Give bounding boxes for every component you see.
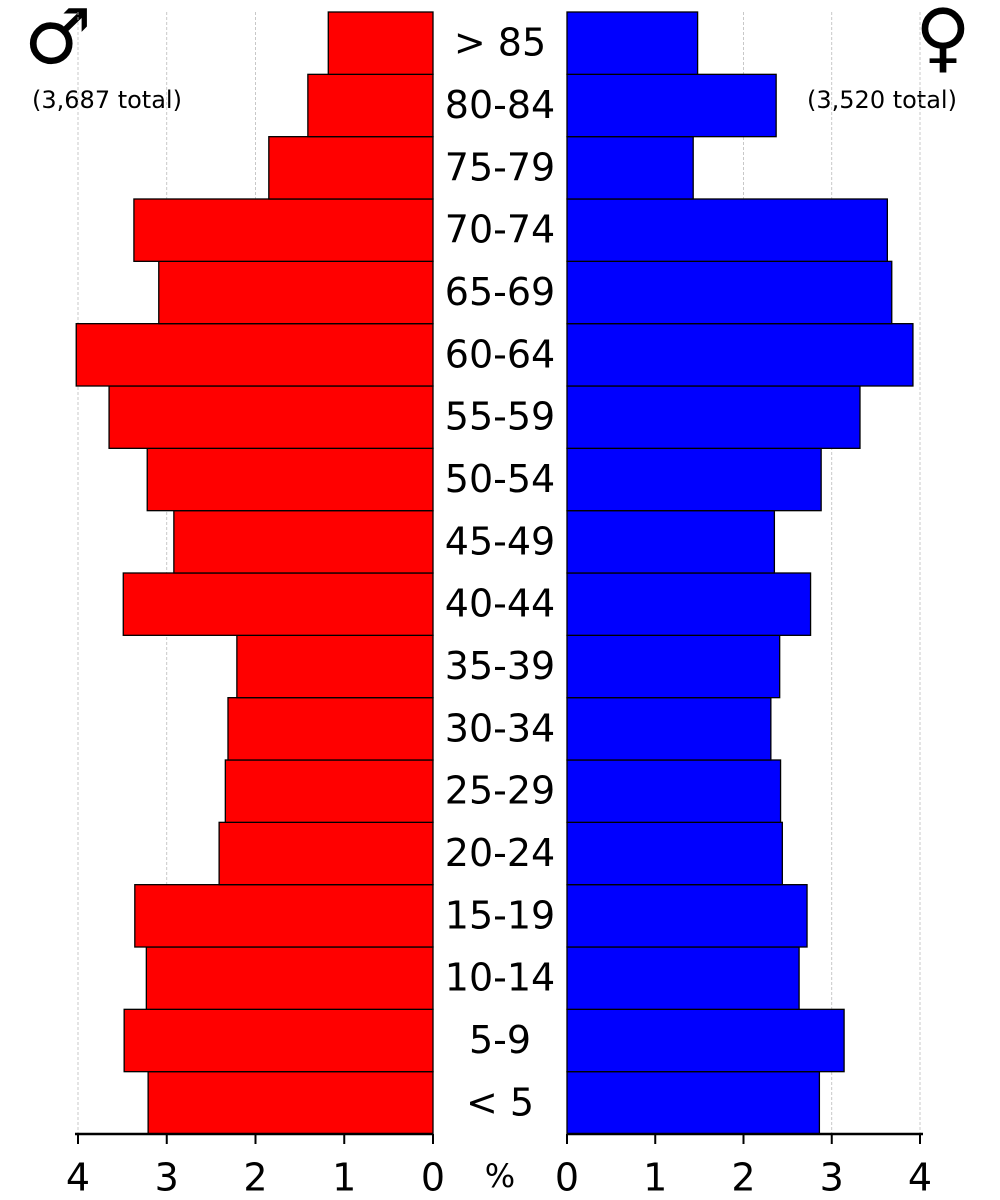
bar — [566, 510, 776, 574]
bar — [134, 884, 434, 948]
bar — [566, 73, 777, 138]
bar — [566, 385, 861, 449]
bar — [268, 136, 434, 200]
x-tick-label: 2 — [731, 1156, 755, 1200]
bar — [566, 634, 781, 699]
male-symbol: ♂ — [24, 0, 92, 81]
bar — [122, 572, 434, 636]
x-tick-label: 3 — [820, 1156, 844, 1200]
bar — [218, 821, 434, 886]
bar — [566, 697, 772, 761]
category-label: 55-59 — [445, 395, 555, 439]
x-tick-label: 1 — [643, 1156, 667, 1200]
bar — [566, 821, 783, 886]
category-label: 40-44 — [445, 582, 555, 626]
bar — [566, 572, 812, 636]
category-label: 45-49 — [445, 519, 555, 563]
x-tick-label: 3 — [155, 1156, 179, 1200]
category-label: 5-9 — [469, 1018, 531, 1062]
bar — [147, 1071, 434, 1135]
bar — [566, 447, 822, 512]
bar — [123, 1008, 434, 1073]
category-label: 15-19 — [445, 893, 555, 937]
category-label: 60-64 — [445, 332, 555, 376]
category-label: 10-14 — [445, 956, 555, 1000]
category-label: 50-54 — [445, 457, 555, 501]
category-label: 70-74 — [445, 208, 555, 252]
x-tick-label: 0 — [555, 1156, 579, 1200]
bar — [146, 447, 434, 512]
category-label: 25-29 — [445, 769, 555, 813]
bar — [566, 260, 893, 325]
category-label: 65-69 — [445, 270, 555, 314]
bar — [75, 323, 434, 387]
category-label: > 85 — [454, 21, 546, 65]
category-label: 35-39 — [445, 644, 555, 688]
bar — [566, 946, 800, 1010]
bar — [566, 759, 782, 823]
bar — [566, 136, 694, 200]
bar — [224, 759, 434, 823]
bar — [108, 385, 434, 449]
bar — [566, 198, 888, 262]
category-label: 30-34 — [445, 706, 555, 750]
category-label: 80-84 — [445, 83, 555, 127]
bar — [133, 198, 434, 262]
category-label: < 5 — [466, 1080, 534, 1124]
bar — [566, 323, 914, 387]
category-label: 20-24 — [445, 831, 555, 875]
x-axis-label: % — [485, 1157, 515, 1195]
x-tick-label: 2 — [243, 1156, 267, 1200]
bar — [327, 11, 434, 75]
bar — [236, 634, 434, 699]
bar — [566, 884, 808, 948]
male-total: (3,687 total) — [32, 86, 182, 114]
x-tick-label: 0 — [421, 1156, 445, 1200]
x-tick-label: 4 — [908, 1156, 932, 1200]
x-tick-label: 4 — [66, 1156, 90, 1200]
bar — [566, 1008, 845, 1073]
bar — [173, 510, 434, 574]
bar — [227, 697, 434, 761]
female-symbol: ♀ — [915, 0, 971, 81]
bar — [566, 11, 699, 75]
bar — [158, 260, 434, 325]
female-total: (3,520 total) — [807, 86, 957, 114]
bar — [307, 73, 434, 138]
bar — [566, 1071, 821, 1135]
category-label: 75-79 — [445, 145, 555, 189]
bar — [145, 946, 434, 1010]
x-tick-label: 1 — [332, 1156, 356, 1200]
